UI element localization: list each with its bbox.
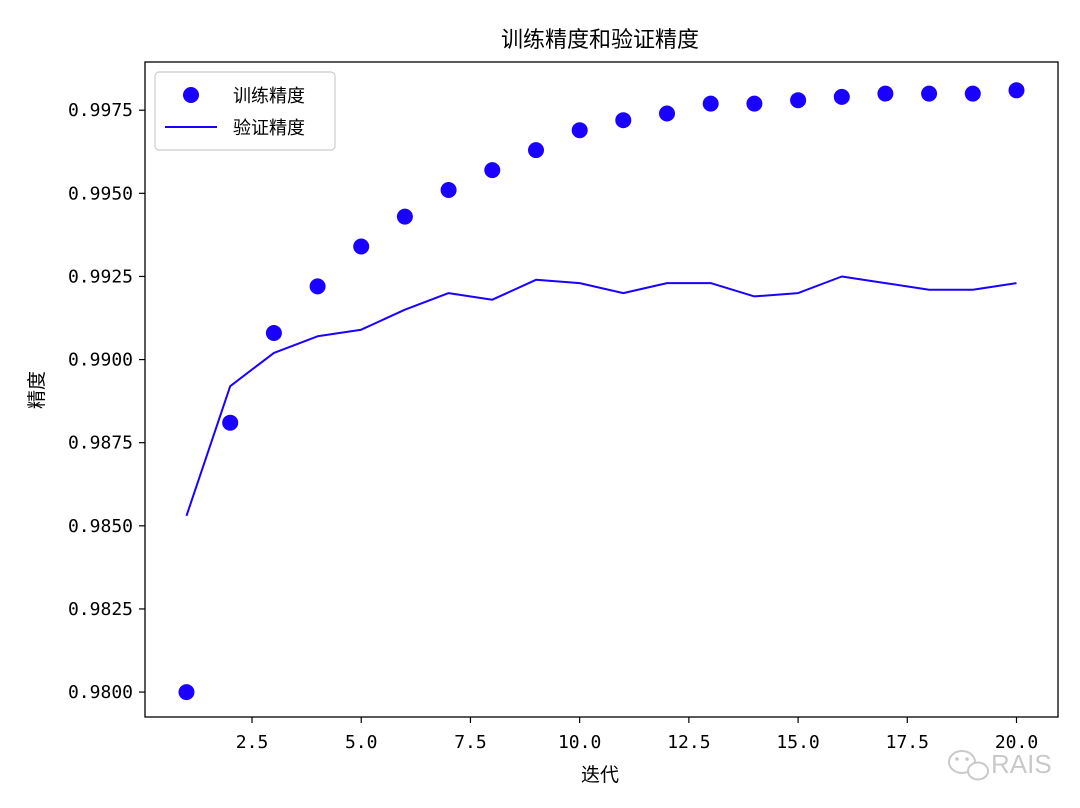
- y-axis: 0.9800 0.9825 0.9850 0.9875 0.9900 0.9925 0.99…: [68, 100, 145, 703]
- data-point-train: [921, 85, 938, 102]
- data-point-train: [790, 92, 807, 109]
- data-point-train: [396, 208, 413, 225]
- data-point-train: [702, 95, 719, 112]
- legend: 训练精度 验证精度: [154, 71, 336, 151]
- data-point-train: [265, 325, 282, 341]
- data-point-train: [440, 182, 457, 198]
- data-point-train: [1008, 82, 1025, 99]
- x-tick-label: 2.5: [236, 732, 269, 753]
- y-tick-label: 0.9850: [68, 516, 133, 537]
- wechat-icon: [948, 750, 989, 781]
- x-tick-label: 7.5: [454, 732, 487, 753]
- watermark-text: RAIS: [991, 749, 1052, 779]
- x-tick-label: 15.0: [776, 732, 819, 753]
- legend-box: [154, 71, 336, 151]
- data-point-train: [222, 414, 239, 431]
- y-tick-label: 0.9875: [68, 433, 133, 454]
- data-point-train: [353, 238, 370, 255]
- axes-frame: [144, 61, 1059, 718]
- y-tick-label: 0.9900: [68, 350, 133, 371]
- data-point-train: [659, 105, 675, 122]
- x-tick-label: 10.0: [558, 732, 601, 753]
- data-point-train: [309, 278, 326, 295]
- data-point-train: [528, 142, 544, 159]
- y-axis-label: 精度: [26, 371, 48, 409]
- x-tick-label: 5.0: [345, 732, 378, 753]
- data-point-train: [746, 95, 763, 112]
- data-point-train: [484, 162, 501, 179]
- x-axis: 2.5 5.0 7.5 10.0 12.5 15.0 17.5 20.0: [236, 717, 1038, 753]
- data-point-train: [833, 88, 850, 105]
- series-line-val: [185, 275, 1017, 517]
- legend-label-val: 验证精度: [233, 118, 305, 139]
- y-tick-label: 0.9975: [68, 100, 133, 121]
- data-point-train: [178, 684, 195, 701]
- data-point-train: [964, 85, 981, 102]
- legend-marker-train: [183, 87, 199, 103]
- y-tick-label: 0.9925: [68, 266, 133, 287]
- x-axis-label: 迭代: [581, 764, 619, 786]
- data-point-train: [571, 122, 588, 139]
- y-tick-label: 0.9800: [68, 682, 133, 703]
- data-point-train: [615, 112, 632, 129]
- x-tick-label: 12.5: [667, 732, 710, 753]
- plot-area: [178, 82, 1025, 701]
- legend-label-train: 训练精度: [233, 86, 305, 107]
- data-point-train: [877, 85, 894, 102]
- y-tick-label: 0.9950: [68, 183, 133, 204]
- y-tick-label: 0.9825: [68, 599, 133, 620]
- x-tick-label: 17.5: [886, 732, 929, 753]
- x-tick-label: 20.0: [995, 732, 1038, 753]
- chart-title: 训练精度和验证精度: [501, 28, 699, 53]
- watermark: RAIS: [948, 749, 1052, 781]
